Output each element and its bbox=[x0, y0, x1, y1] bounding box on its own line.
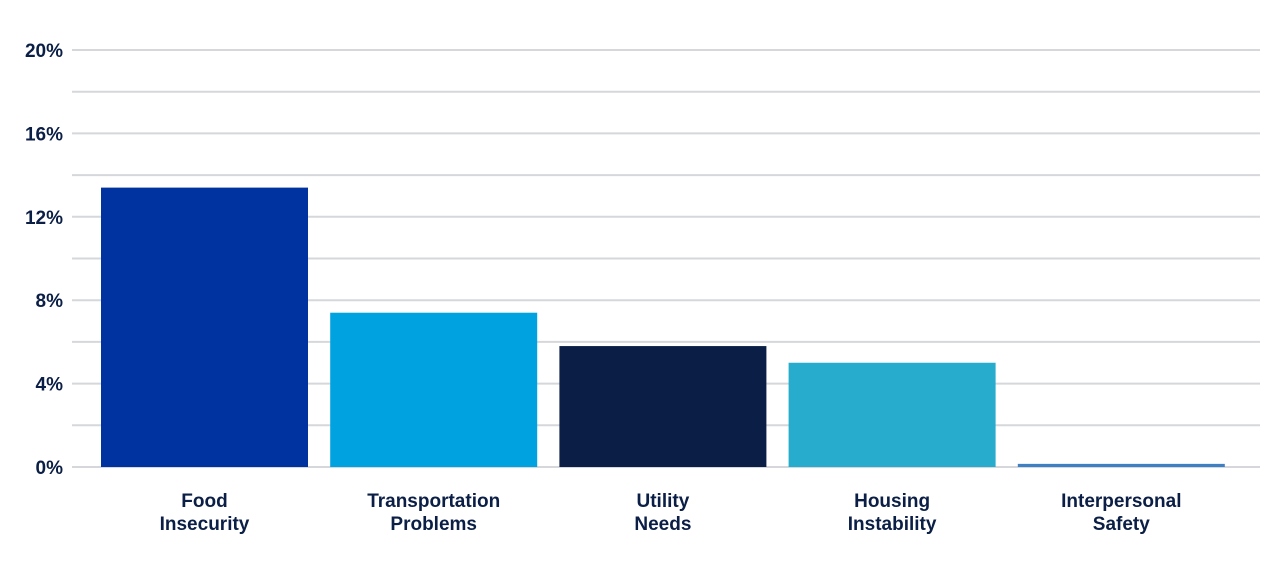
category-label: Housing bbox=[854, 491, 930, 512]
bar bbox=[1017, 463, 1225, 467]
y-tick-label: 4% bbox=[36, 375, 64, 396]
category-label: Problems bbox=[390, 514, 477, 535]
category-label: Needs bbox=[634, 514, 691, 535]
category-label: Transportation bbox=[367, 491, 500, 512]
category-label: Safety bbox=[1093, 514, 1150, 535]
bar bbox=[788, 362, 996, 467]
y-tick-label: 12% bbox=[25, 208, 63, 229]
y-tick-label: 20% bbox=[25, 41, 63, 62]
bars bbox=[101, 187, 1225, 468]
bar bbox=[101, 187, 308, 468]
category-label: Instability bbox=[848, 514, 937, 535]
category-label: Utility bbox=[637, 491, 690, 512]
category-label: Insecurity bbox=[160, 514, 250, 535]
bar bbox=[330, 312, 538, 467]
y-tick-label: 8% bbox=[36, 291, 64, 312]
category-label: Food bbox=[181, 491, 227, 512]
category-label: Interpersonal bbox=[1061, 491, 1181, 512]
y-tick-label: 16% bbox=[25, 124, 63, 145]
y-tick-label: 0% bbox=[36, 458, 64, 479]
y-axis-tick-labels: 0% 4% 8% 12% 16% 20% bbox=[25, 41, 63, 479]
bar bbox=[559, 346, 767, 467]
